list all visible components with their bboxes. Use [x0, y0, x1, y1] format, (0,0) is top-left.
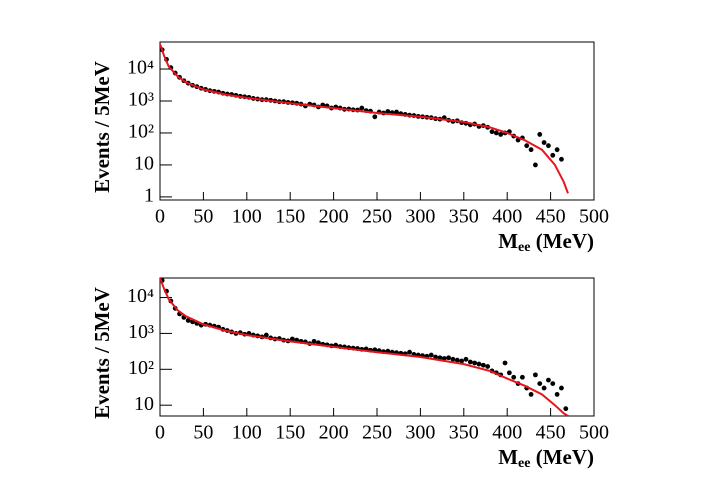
- data-point: [533, 162, 538, 168]
- data-point: [533, 372, 538, 378]
- y-tick-label: 10⁴: [127, 285, 154, 307]
- x-tick-label: 400: [492, 422, 522, 444]
- data-point: [502, 360, 508, 366]
- data-point: [537, 132, 543, 137]
- data-point: [467, 359, 473, 365]
- x-label-sub: ee: [518, 456, 530, 471]
- data-point: [546, 143, 551, 149]
- data-point: [394, 109, 399, 115]
- x-tick-label: 0: [155, 206, 165, 228]
- x-tick-label: 0: [155, 422, 165, 444]
- data-point: [498, 132, 504, 137]
- data-point: [289, 336, 295, 342]
- data-point: [311, 338, 317, 344]
- x-tick-label: 300: [405, 422, 435, 444]
- x-tick-label: 350: [449, 206, 479, 228]
- data-point: [554, 391, 560, 397]
- y-tick-label: 1: [144, 184, 154, 206]
- x-axis-label: Mee (MeV): [498, 229, 594, 255]
- x-tick-label: 450: [536, 206, 566, 228]
- data-point: [541, 385, 547, 391]
- fit-curve: [160, 43, 569, 194]
- y-axis-label: Events / 5MeV: [90, 287, 114, 419]
- data-point: [407, 349, 412, 355]
- data-point: [185, 318, 191, 323]
- x-axis-label: Mee (MeV): [498, 445, 594, 471]
- data-point: [541, 140, 547, 145]
- x-tick-label: 250: [362, 422, 392, 444]
- data-point: [428, 352, 434, 358]
- data-point: [537, 381, 543, 386]
- data-point: [489, 129, 495, 135]
- data-point: [559, 385, 564, 391]
- data-point: [454, 357, 460, 363]
- y-tick-label: 10²: [128, 357, 154, 379]
- data-point: [550, 152, 556, 158]
- x-label-unit: (MeV): [530, 229, 594, 253]
- data-point: [480, 362, 486, 368]
- x-tick-label: 400: [492, 206, 522, 228]
- data-point: [433, 354, 438, 360]
- data-point: [511, 374, 517, 380]
- x-label-main: M: [498, 229, 518, 253]
- data-point: [437, 355, 443, 361]
- y-tick-label: 10²: [128, 121, 154, 143]
- plot-frame: [159, 41, 595, 201]
- x-tick-label: 350: [449, 422, 479, 444]
- x-tick-label: 450: [536, 422, 566, 444]
- data-point: [524, 143, 530, 149]
- data-point: [450, 356, 456, 362]
- x-tick-label: 300: [405, 206, 435, 228]
- data-point: [459, 358, 465, 364]
- x-tick-label: 500: [579, 422, 609, 444]
- y-tick-label: 10: [134, 393, 154, 415]
- x-label-unit: (MeV): [530, 445, 594, 469]
- data-point: [372, 114, 378, 120]
- y-tick-label: 10⁴: [127, 57, 154, 79]
- fit-curve: [160, 278, 569, 416]
- data-point: [528, 391, 534, 397]
- x-tick-label: 200: [319, 206, 349, 228]
- x-tick-label: 250: [362, 206, 392, 228]
- data-point: [472, 360, 478, 366]
- data-point: [359, 105, 365, 111]
- y-axis-label: Events / 5MeV: [90, 61, 114, 193]
- data-point: [476, 361, 482, 367]
- y-tick-label: 10³: [128, 321, 154, 343]
- data-point: [546, 377, 551, 383]
- x-tick-label: 150: [275, 422, 305, 444]
- x-tick-label: 500: [579, 206, 609, 228]
- data-point: [554, 147, 560, 153]
- x-tick-label: 100: [232, 422, 262, 444]
- x-tick-label: 50: [193, 206, 213, 228]
- data-point: [528, 147, 534, 153]
- y-tick-label: 10³: [128, 89, 154, 111]
- data-point: [506, 370, 512, 376]
- data-point: [550, 381, 556, 386]
- data-point: [493, 130, 499, 136]
- x-label-main: M: [498, 445, 518, 469]
- y-tick-label: 10: [134, 153, 154, 175]
- x-tick-label: 50: [193, 422, 213, 444]
- data-point: [485, 364, 491, 369]
- x-label-sub: ee: [518, 240, 530, 255]
- data-point: [559, 156, 564, 162]
- data-point: [263, 332, 269, 338]
- x-tick-label: 150: [275, 206, 305, 228]
- data-point: [463, 356, 469, 362]
- x-tick-label: 200: [319, 422, 349, 444]
- x-tick-label: 100: [232, 206, 262, 228]
- data-point: [446, 355, 452, 361]
- data-point: [519, 374, 525, 380]
- data-point: [563, 406, 569, 412]
- data-point: [385, 109, 391, 114]
